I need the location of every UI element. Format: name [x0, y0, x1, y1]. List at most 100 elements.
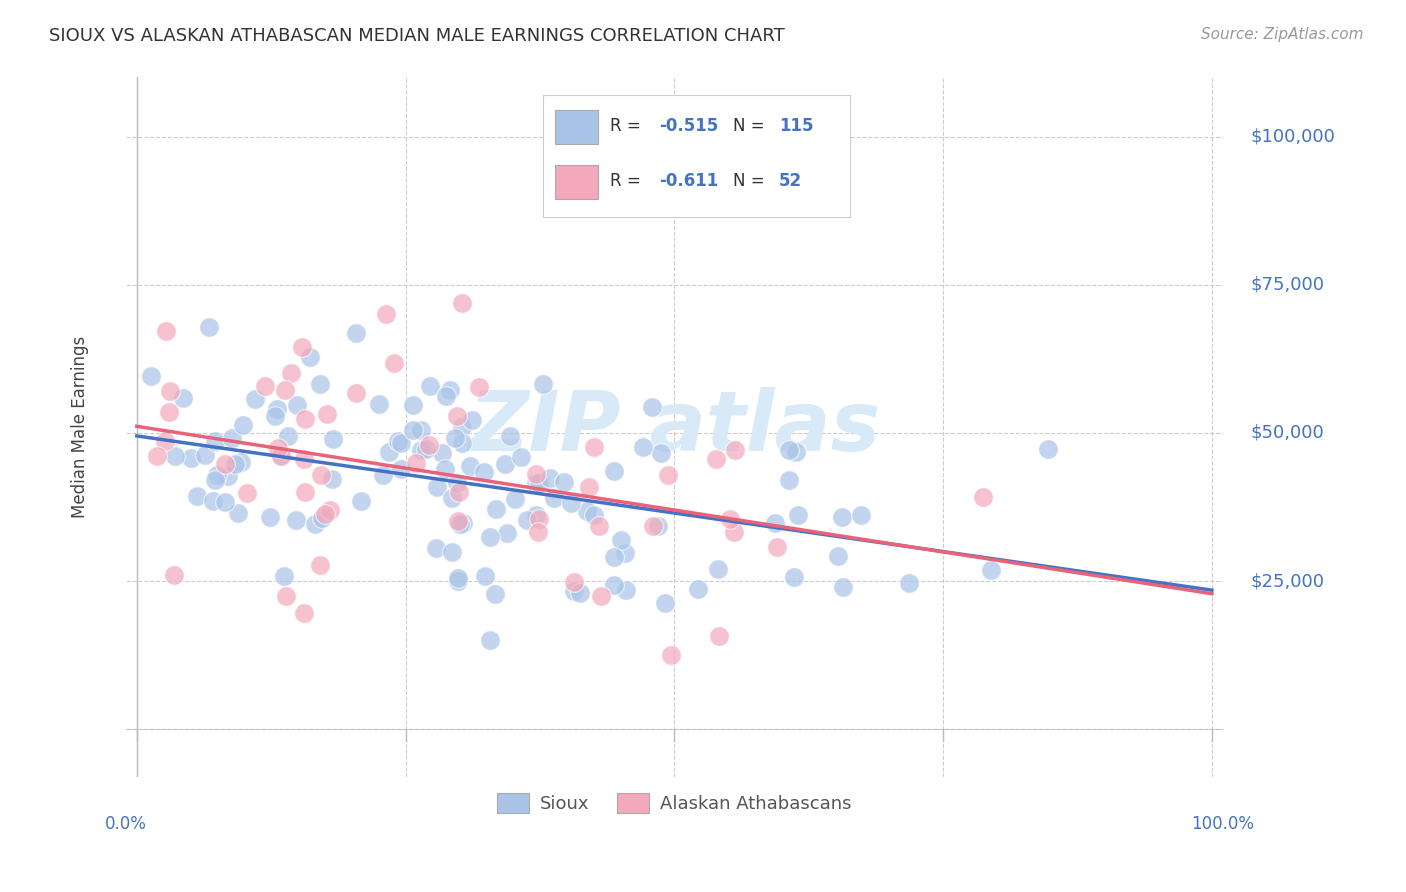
Point [426, 480, 449, 494]
Point [267, 441, 290, 455]
Text: Median Male Earnings: Median Male Earnings [70, 336, 89, 518]
Point [446, 475, 468, 490]
Point [304, 517, 326, 532]
Point [723, 524, 745, 539]
Point [778, 474, 800, 488]
Point [582, 440, 605, 454]
Legend: Sioux, Alaskan Athabascans: Sioux, Alaskan Athabascans [489, 786, 859, 820]
Point [458, 458, 481, 473]
Point [785, 445, 807, 459]
Point [217, 468, 239, 483]
Point [194, 448, 217, 462]
Point [562, 584, 585, 599]
Point [157, 405, 180, 419]
Point [603, 463, 626, 477]
Point [641, 400, 664, 414]
Point [402, 423, 425, 437]
Point [531, 376, 554, 391]
Point [311, 511, 333, 525]
Text: Source: ZipAtlas.com: Source: ZipAtlas.com [1201, 27, 1364, 42]
Point [441, 545, 464, 559]
Point [425, 541, 447, 556]
Point [589, 589, 612, 603]
Point [204, 473, 226, 487]
Point [214, 457, 236, 471]
Point [236, 485, 259, 500]
Point [603, 550, 626, 565]
Point [782, 570, 804, 584]
Point [409, 442, 432, 457]
Point [280, 366, 302, 380]
Point [657, 468, 679, 483]
Point [172, 391, 194, 405]
Point [270, 449, 292, 463]
Point [389, 435, 412, 450]
Point [610, 533, 633, 547]
Point [201, 494, 224, 508]
Point [582, 508, 605, 522]
Point [298, 350, 321, 364]
Point [560, 496, 582, 510]
Point [163, 568, 186, 582]
Point [318, 502, 340, 516]
Point [430, 446, 453, 460]
Point [316, 407, 339, 421]
Point [707, 629, 730, 643]
Point [389, 462, 412, 476]
Point [411, 423, 433, 437]
Point [444, 432, 467, 446]
Point [472, 465, 495, 479]
Point [766, 541, 789, 555]
Point [447, 574, 470, 589]
Point [524, 508, 547, 522]
Text: $75,000: $75,000 [1250, 276, 1324, 293]
Point [575, 504, 598, 518]
Point [159, 384, 181, 398]
Point [155, 324, 177, 338]
Point [294, 484, 316, 499]
Text: $25,000: $25,000 [1250, 572, 1324, 591]
Point [479, 632, 502, 647]
Point [292, 451, 315, 466]
Point [578, 480, 600, 494]
Point [568, 586, 591, 600]
Point [602, 577, 624, 591]
Point [266, 402, 288, 417]
Point [387, 434, 409, 448]
Point [433, 462, 456, 476]
Point [285, 513, 308, 527]
Point [180, 451, 202, 466]
Point [647, 519, 669, 533]
Point [898, 576, 921, 591]
Point [405, 456, 427, 470]
Point [350, 494, 373, 508]
Point [451, 295, 474, 310]
Point [291, 340, 314, 354]
Point [322, 432, 344, 446]
Text: SIOUX VS ALASKAN ATHABASCAN MEDIAN MALE EARNINGS CORRELATION CHART: SIOUX VS ALASKAN ATHABASCAN MEDIAN MALE … [49, 27, 785, 45]
Point [498, 428, 520, 442]
Point [446, 409, 468, 423]
Text: ZIP atlas: ZIP atlas [468, 386, 880, 467]
Point [972, 490, 994, 504]
Point [198, 319, 221, 334]
Point [204, 434, 226, 449]
Point [264, 409, 287, 424]
Point [718, 512, 741, 526]
Text: 100.0%: 100.0% [1191, 815, 1254, 833]
Point [205, 468, 228, 483]
Point [524, 467, 547, 481]
Point [447, 485, 470, 500]
Point [447, 514, 470, 528]
Point [659, 648, 682, 662]
Point [588, 518, 610, 533]
Point [270, 449, 292, 463]
Point [344, 326, 367, 340]
Point [496, 526, 519, 541]
Point [484, 587, 506, 601]
Point [516, 513, 538, 527]
Point [368, 397, 391, 411]
Point [460, 413, 482, 427]
Point [415, 442, 437, 456]
Point [686, 582, 709, 596]
